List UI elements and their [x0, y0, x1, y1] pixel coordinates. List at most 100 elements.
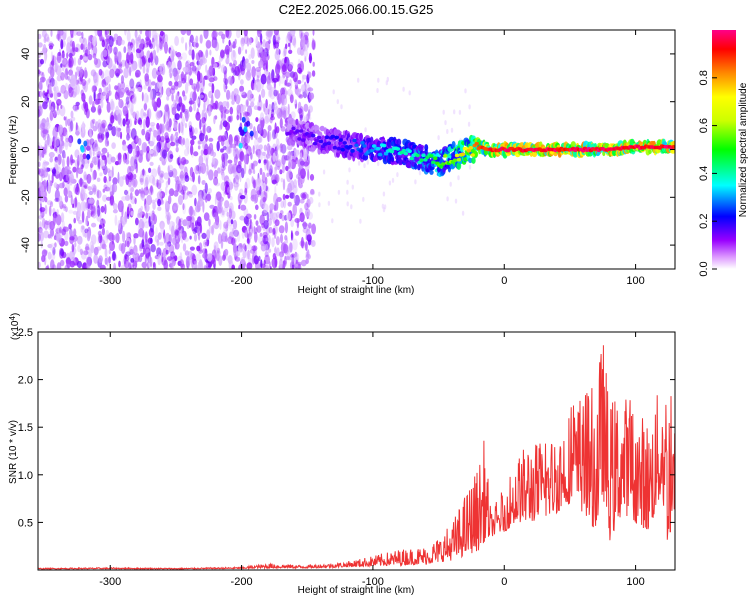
noise-blob [105, 76, 112, 83]
noise-blob [198, 155, 204, 166]
noise-blob [47, 251, 52, 260]
noise-blob [305, 83, 311, 95]
noise-blob [199, 119, 202, 130]
noise-blob [275, 47, 280, 56]
y-tick-label: 0.5 [18, 517, 33, 529]
noise-blob [177, 55, 183, 60]
noise-blob [114, 214, 118, 226]
noise-blob [220, 120, 223, 130]
noise-blob [108, 35, 114, 48]
noise-blob [138, 119, 143, 126]
noise-blob [230, 115, 233, 122]
noise-blob [167, 165, 170, 174]
noise-blob [143, 102, 148, 110]
noise-blob [190, 144, 194, 156]
noise-blob [243, 154, 249, 165]
ridge-core [354, 143, 359, 148]
noise-blob [178, 155, 181, 164]
noise-blob [147, 79, 152, 91]
noise-blob [305, 241, 308, 252]
noise-blob [97, 104, 102, 116]
noise-blob [189, 235, 192, 240]
snr-scale-factor: (x104) [8, 313, 21, 340]
noise-blob [40, 85, 43, 90]
noise-blob [263, 243, 269, 252]
noise-blob [39, 221, 42, 229]
noise-blob [117, 154, 122, 165]
noise-blob [212, 39, 218, 49]
noise-blob [65, 131, 68, 142]
ridge-blob [639, 141, 644, 146]
noise-blob [149, 149, 154, 154]
noise-blob [213, 76, 218, 81]
noise-blob [283, 243, 288, 254]
noise-blob [44, 196, 48, 203]
noise-blob [468, 104, 471, 110]
noise-blob [66, 52, 69, 59]
noise-blob [42, 43, 47, 55]
ridge-core [383, 151, 389, 156]
noise-blob [254, 231, 258, 243]
noise-blob [242, 243, 246, 250]
noise-blob [149, 256, 153, 268]
noise-blob [222, 254, 226, 261]
noise-blob [241, 37, 244, 43]
noise-blob [293, 149, 299, 158]
noise-blob [99, 172, 103, 177]
noise-blob [254, 260, 260, 269]
noise-blob [293, 252, 300, 262]
noise-blob [164, 103, 169, 113]
noise-blob [284, 255, 287, 267]
ridge-core [301, 138, 306, 142]
noise-blob [280, 233, 283, 244]
noise-blob [239, 85, 245, 93]
noise-blob [246, 243, 253, 250]
noise-blob [162, 247, 168, 257]
noise-blob [247, 89, 253, 101]
noise-blob [286, 88, 293, 97]
noise-blob [112, 65, 117, 72]
noise-blob [233, 88, 239, 96]
noise-blob [224, 109, 230, 115]
noise-blob [204, 195, 208, 203]
noise-blob [256, 74, 260, 83]
noise-blob [132, 260, 138, 269]
noise-blob [230, 219, 234, 225]
ridge-core [362, 144, 367, 148]
snr-series [38, 345, 675, 570]
noise-blob [293, 37, 297, 48]
noise-blob [243, 163, 247, 175]
noise-blob [65, 137, 70, 143]
noise-blob [149, 89, 153, 101]
noise-blob [77, 244, 81, 253]
noise-blob [51, 140, 55, 149]
noise-blob [239, 112, 242, 121]
noise-blob [291, 34, 297, 46]
noise-blob [351, 184, 354, 190]
noise-blob [54, 242, 57, 248]
noise-blob [359, 218, 362, 224]
noise-blob [129, 78, 135, 89]
noise-blob [268, 103, 272, 112]
noise-blob [269, 203, 275, 211]
noise-blob [110, 114, 115, 124]
noise-blob [212, 151, 217, 157]
ridge-blob [414, 162, 418, 170]
noise-blob [199, 87, 204, 96]
noise-blob [268, 261, 271, 268]
noise-blob [113, 46, 118, 56]
noise-blob [306, 249, 310, 259]
noise-blob [87, 204, 94, 210]
noise-blob [104, 247, 108, 258]
noise-blob [201, 180, 206, 185]
noise-blob [259, 167, 263, 176]
noise-blob [60, 212, 65, 223]
noise-blob [260, 259, 263, 269]
ridge-core [330, 134, 336, 139]
noise-blob [135, 217, 139, 226]
noise-blob [145, 176, 149, 187]
noise-blob [184, 237, 189, 242]
noise-blob [453, 109, 456, 115]
noise-blob [156, 191, 163, 200]
noise-blob [133, 236, 136, 246]
